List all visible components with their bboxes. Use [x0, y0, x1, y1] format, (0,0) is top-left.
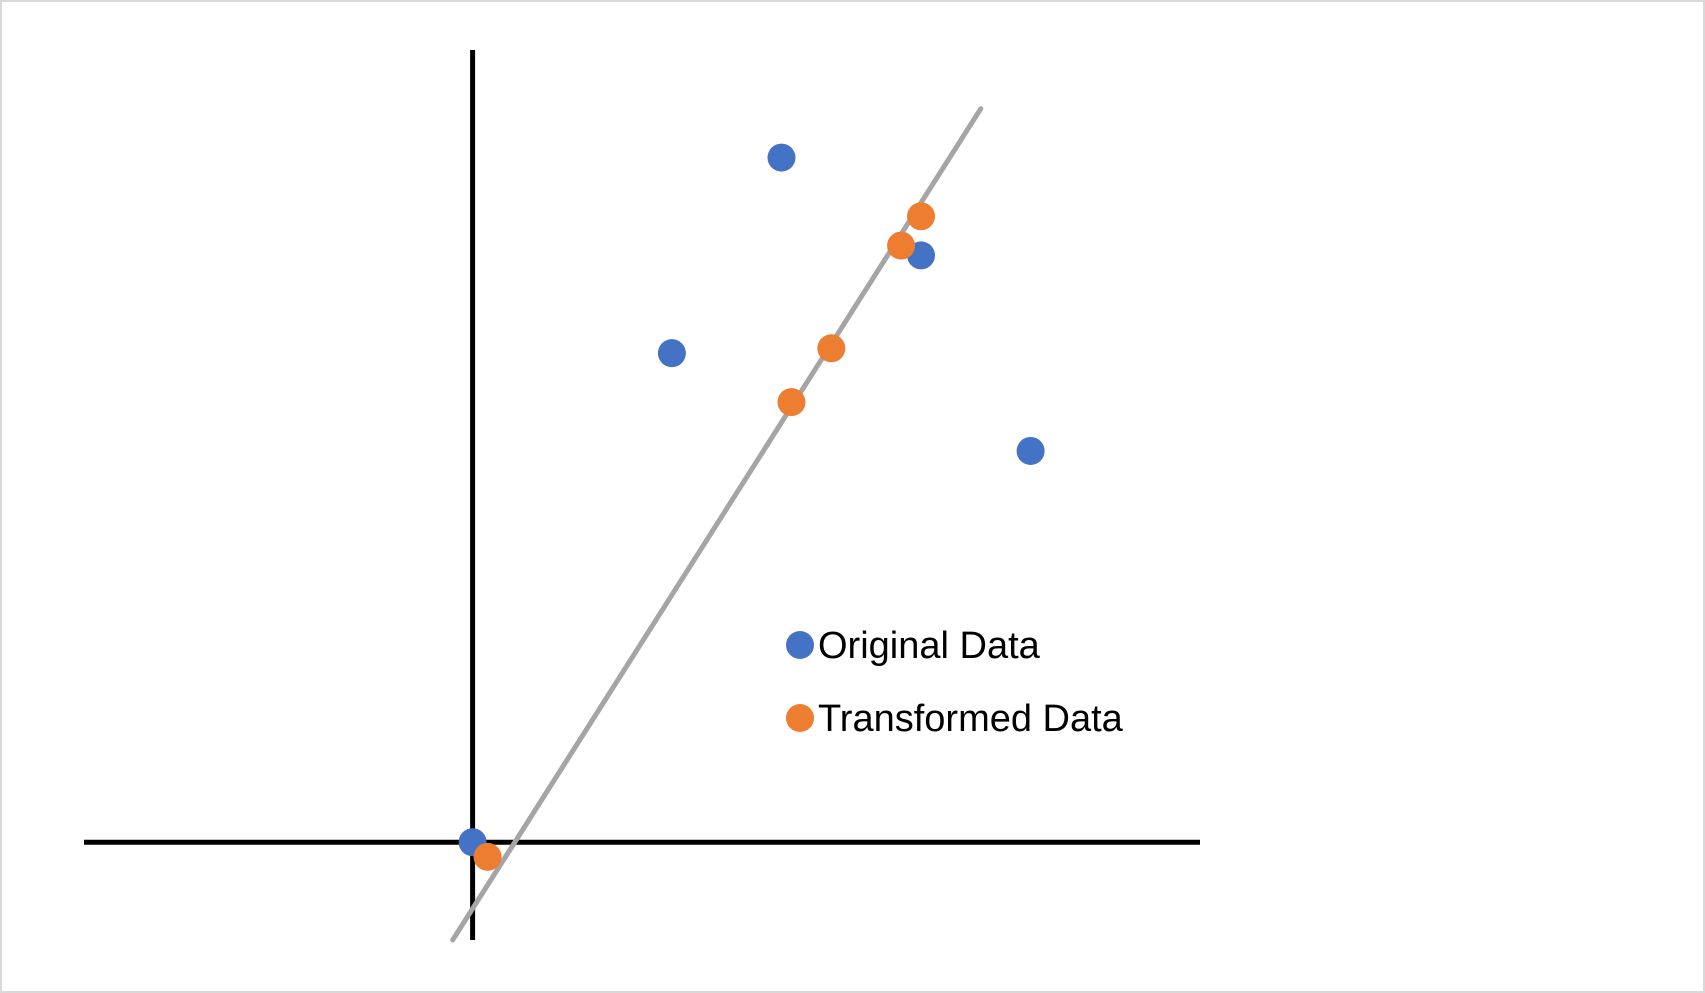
transformed-data-point-4	[907, 202, 935, 231]
legend-marker-original-data	[786, 631, 814, 659]
original-data-point-2	[767, 143, 796, 172]
data-points	[458, 143, 1045, 871]
transformed-data-point-3	[887, 231, 916, 260]
axes	[84, 50, 1200, 940]
legend-label-original-data: Original Data	[818, 625, 1041, 667]
legend: Original Data Transformed Data	[786, 625, 1124, 740]
legend-label-transformed-data: Transformed Data	[818, 698, 1124, 740]
transformed-data-point-1	[777, 388, 806, 417]
original-data-point-4	[1016, 436, 1045, 465]
legend-marker-transformed-data	[786, 704, 814, 732]
transformed-data-point-2	[817, 334, 846, 363]
transformed-data-point-0	[473, 842, 502, 871]
original-data-point-1	[657, 339, 686, 368]
